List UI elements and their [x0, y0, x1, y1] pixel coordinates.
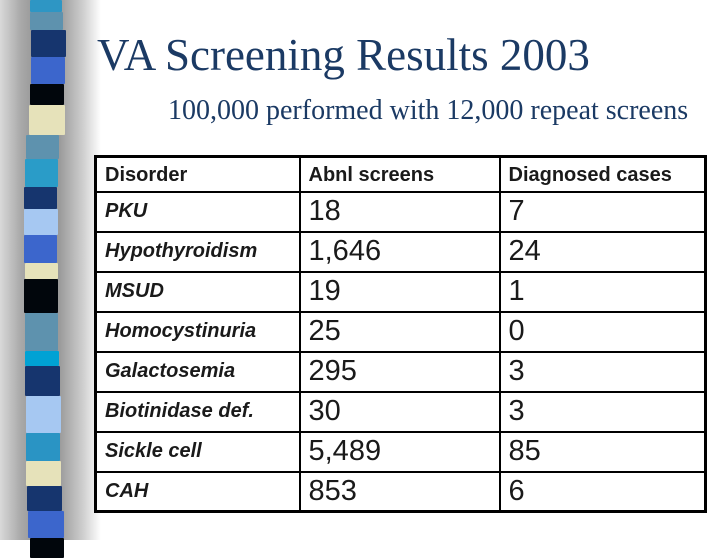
table-row: Hypothyroidism 1,646 24: [94, 230, 707, 273]
disorder-cell: Biotinidase def.: [94, 390, 301, 433]
diagnosed-cases-cell: 6: [498, 470, 707, 513]
ribbon-segment: [25, 159, 58, 187]
abnl-screens-cell: 18: [298, 190, 501, 233]
ribbon-segment: [25, 313, 58, 351]
ribbon-segment: [25, 366, 60, 396]
screening-results-table: Disorder Abnl screens Diagnosed cases PK…: [94, 155, 707, 513]
abnl-screens-cell: 853: [298, 470, 501, 513]
ribbon-segment: [24, 187, 57, 209]
ribbon-segment: [25, 351, 59, 366]
ribbon-segment: [28, 511, 64, 538]
diagnosed-cases-cell: 85: [498, 430, 707, 473]
column-header-disorder: Disorder: [94, 155, 301, 193]
ribbon-segment: [30, 0, 62, 12]
slide-subtitle: 100,000 performed with 12,000 repeat scr…: [168, 95, 689, 126]
abnl-screens-cell: 19: [298, 270, 501, 313]
disorder-cell: Hypothyroidism: [94, 230, 301, 273]
table-row: Sickle cell 5,489 85: [94, 430, 707, 473]
ribbon-segment: [30, 12, 63, 30]
ribbon-segment: [26, 135, 59, 159]
ribbon-segment: [26, 461, 61, 486]
table-row: Homocystinuria 25 0: [94, 310, 707, 353]
table-row: Galactosemia 295 3: [94, 350, 707, 393]
disorder-cell: PKU: [94, 190, 301, 233]
disorder-cell: Homocystinuria: [94, 310, 301, 353]
diagnosed-cases-cell: 1: [498, 270, 707, 313]
disorder-cell: MSUD: [94, 270, 301, 313]
table-header-row: Disorder Abnl screens Diagnosed cases: [94, 155, 707, 193]
abnl-screens-cell: 1,646: [298, 230, 501, 273]
ribbon-segment: [26, 396, 61, 433]
ribbon-segment: [24, 209, 58, 235]
abnl-screens-cell: 295: [298, 350, 501, 393]
abnl-screens-cell: 25: [298, 310, 501, 353]
column-header-diagnosed-cases: Diagnosed cases: [498, 155, 707, 193]
ribbon-segment: [30, 84, 64, 105]
slide-title: VA Screening Results 2003: [97, 30, 590, 80]
diagnosed-cases-cell: 3: [498, 350, 707, 393]
ribbon-segment: [30, 538, 64, 558]
diagnosed-cases-cell: 0: [498, 310, 707, 353]
abnl-screens-cell: 30: [298, 390, 501, 433]
diagnosed-cases-cell: 3: [498, 390, 707, 433]
table-row: CAH 853 6: [94, 470, 707, 513]
diagnosed-cases-cell: 7: [498, 190, 707, 233]
ribbon-segment: [24, 235, 57, 263]
ribbon-segment: [31, 30, 66, 57]
table-row: PKU 18 7: [94, 190, 707, 233]
disorder-cell: Galactosemia: [94, 350, 301, 393]
ribbon-segment: [25, 263, 58, 279]
ribbon-segment: [29, 105, 65, 135]
column-header-abnl-screens: Abnl screens: [298, 155, 501, 193]
abnl-screens-cell: 5,489: [298, 430, 501, 473]
ribbon-segment: [24, 279, 58, 313]
disorder-cell: CAH: [94, 470, 301, 513]
ribbon-segment: [27, 486, 62, 511]
ribbon-segment: [31, 57, 65, 84]
table-row: Biotinidase def. 30 3: [94, 390, 707, 433]
diagnosed-cases-cell: 24: [498, 230, 707, 273]
table-row: MSUD 19 1: [94, 270, 707, 313]
ribbon-segment: [26, 433, 60, 461]
disorder-cell: Sickle cell: [94, 430, 301, 473]
decorative-ribbon: [24, 0, 70, 558]
